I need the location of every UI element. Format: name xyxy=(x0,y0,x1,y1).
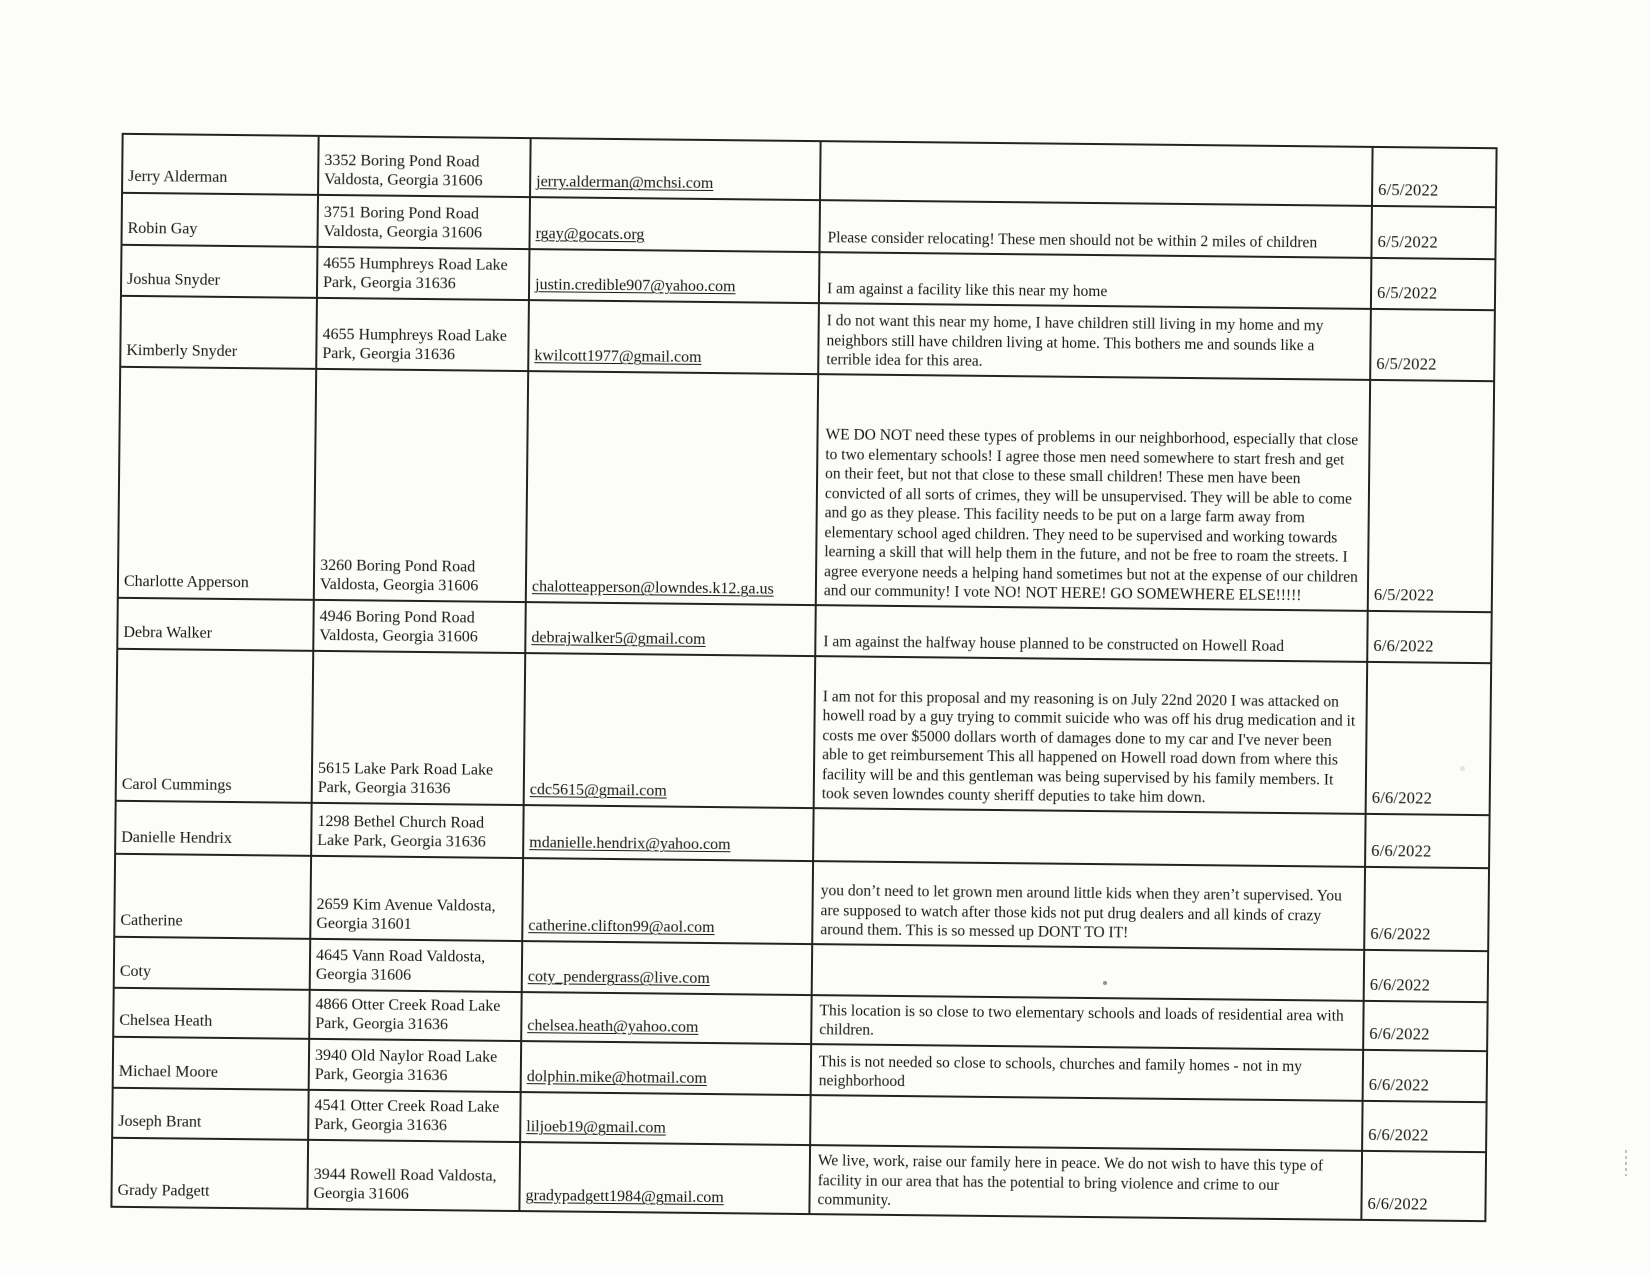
email-link-text: mdanielle.hendrix@yahoo.com xyxy=(529,834,731,854)
cell-date: 6/6/2022 xyxy=(1363,949,1489,1003)
cell-comment: WE DO NOT need these types of problems i… xyxy=(815,374,1371,611)
cell-comment: Please consider relocating! These men sh… xyxy=(819,200,1372,258)
cell-comment: We live, work, raise our family here in … xyxy=(809,1145,1363,1220)
cell-email: kwilcott1977@gmail.com xyxy=(528,300,819,375)
cell-name: Kimberly Snyder xyxy=(120,295,317,369)
cell-address: 4866 Otter Creek Road Lake Park, Georgia… xyxy=(309,989,522,1042)
cell-name: Robin Gay xyxy=(121,192,319,247)
cell-comment xyxy=(819,141,1373,206)
table-row: Charlotte Apperson 3260 Boring Pond Road … xyxy=(117,366,1495,613)
cell-name: Joseph Brant xyxy=(112,1087,309,1140)
email-link-text: chalotteapperson@lowndes.k12.ga.us xyxy=(531,578,774,599)
cell-email: catherine.clifton99@aol.com xyxy=(522,858,814,945)
cell-date: 6/5/2022 xyxy=(1370,308,1495,382)
email-link-text: dolphin.mike@hotmail.com xyxy=(526,1068,707,1088)
email-link-text: coty_pendergrass@live.com xyxy=(527,968,710,988)
cell-name: Carol Cummings xyxy=(115,648,314,803)
cell-date: 6/5/2022 xyxy=(1371,205,1496,260)
cell-email: mdanielle.hendrix@yahoo.com xyxy=(523,805,814,862)
cell-email: liljoeb19@gmail.com xyxy=(520,1092,811,1146)
cell-comment: you don’t need to let grown men around l… xyxy=(812,861,1366,950)
cell-date: 6/6/2022 xyxy=(1364,866,1490,952)
table-row: Catherine 2659 Kim Avenue Valdosta, Georg… xyxy=(114,853,1490,952)
email-link-text: justin.credible907@yahoo.com xyxy=(535,276,736,296)
cell-comment xyxy=(810,1095,1363,1151)
cell-email: justin.credible907@yahoo.com xyxy=(528,249,820,304)
email-link-text: jerry.alderman@mchsi.com xyxy=(536,173,714,193)
cell-comment: This is not needed so close to schools, … xyxy=(810,1044,1364,1101)
email-link-text: rgay@gocats.org xyxy=(535,225,645,244)
cell-comment xyxy=(813,808,1366,867)
cell-date: 6/6/2022 xyxy=(1361,1150,1487,1222)
cell-date: 6/6/2022 xyxy=(1362,1100,1487,1153)
table-row: Grady Padgett 3944 Rowell Road Valdosta, … xyxy=(111,1137,1487,1222)
table-row: Carol Cummings 5615 Lake Park Road Lake P… xyxy=(115,648,1492,816)
email-link-text: chelsea.heath@yahoo.com xyxy=(527,1017,699,1037)
cell-date: 6/6/2022 xyxy=(1362,1049,1488,1103)
cell-email: dolphin.mike@hotmail.com xyxy=(520,1041,812,1096)
cell-name: Charlotte Apperson xyxy=(117,366,317,600)
cell-date: 6/6/2022 xyxy=(1363,1000,1488,1052)
cell-date: 6/6/2022 xyxy=(1365,661,1492,816)
cell-address: 4655 Humphreys Road Lake Park, Georgia 3… xyxy=(316,246,530,301)
cell-name: Catherine xyxy=(114,853,312,939)
cell-email: coty_pendergrass@live.com xyxy=(521,941,813,996)
cell-address: 4655 Humphreys Road Lake Park, Georgia 3… xyxy=(316,297,529,372)
cell-name: Jerry Alderman xyxy=(122,133,319,195)
cell-address: 3260 Boring Pond Road Valdosta, Georgia … xyxy=(313,368,529,603)
cell-date: 6/5/2022 xyxy=(1370,257,1496,311)
email-link-text: liljoeb19@gmail.com xyxy=(526,1118,666,1138)
email-link-text: catherine.clifton99@aol.com xyxy=(528,917,715,937)
cell-address: 1298 Bethel Church Road Lake Park, Georg… xyxy=(311,802,524,859)
cell-date: 6/5/2022 xyxy=(1367,379,1495,613)
email-link-text: kwilcott1977@gmail.com xyxy=(534,347,702,367)
table-body: Jerry Alderman 3352 Boring Pond Road Vald… xyxy=(111,133,1497,1222)
cell-email: gradypadgett1984@gmail.com xyxy=(519,1142,811,1215)
cell-comment: I am against a facility like this near m… xyxy=(818,252,1372,309)
cell-email: rgay@gocats.org xyxy=(529,197,820,253)
cell-address: 3944 Rowell Road Valdosta, Georgia 31606 xyxy=(307,1139,521,1212)
cell-comment: I am against the halfway house planned t… xyxy=(815,605,1368,662)
cell-email: debrajwalker5@gmail.com xyxy=(525,602,816,657)
cell-date: 6/6/2022 xyxy=(1367,610,1492,664)
email-link-text: gradypadgett1984@gmail.com xyxy=(525,1187,724,1207)
cell-address: 3352 Boring Pond Road Valdosta, Georgia … xyxy=(318,135,531,198)
email-link-text: cdc5615@gmail.com xyxy=(529,781,667,801)
cell-address: 2659 Kim Avenue Valdosta, Georgia 31601 xyxy=(310,855,524,942)
cell-email: chalotteapperson@lowndes.k12.ga.us xyxy=(525,371,819,606)
cell-comment xyxy=(811,944,1365,1001)
cell-address: 4946 Boring Pond Road Valdosta, Georgia … xyxy=(313,599,526,654)
cell-name: Joshua Snyder xyxy=(120,244,318,298)
cell-comment: I am not for this proposal and my reason… xyxy=(813,656,1368,814)
cell-name: Grady Padgett xyxy=(111,1137,309,1209)
cell-name: Michael Moore xyxy=(112,1036,310,1090)
cell-name: Danielle Hendrix xyxy=(115,800,312,856)
cell-address: 5615 Lake Park Road Lake Park, Georgia 3… xyxy=(311,650,526,806)
cell-address: 3940 Old Naylor Road Lake Park, Georgia … xyxy=(308,1038,522,1093)
cell-comment: I do not want this near my home, I have … xyxy=(818,303,1371,380)
scan-artifact xyxy=(1460,766,1465,771)
cell-comment: This location is so close to two element… xyxy=(811,995,1364,1050)
cell-email: chelsea.heath@yahoo.com xyxy=(521,992,812,1045)
email-link-text: debrajwalker5@gmail.com xyxy=(531,629,706,649)
cell-address: 4645 Vann Road Valdosta, Georgia 31606 xyxy=(309,938,523,993)
cell-name: Coty xyxy=(113,936,311,990)
public-comments-table: Jerry Alderman 3352 Boring Pond Road Vald… xyxy=(110,133,1497,1222)
cell-address: 3751 Boring Pond Road Valdosta, Georgia … xyxy=(317,194,531,250)
cell-email: cdc5615@gmail.com xyxy=(523,653,816,809)
scan-artifact xyxy=(1625,1150,1627,1176)
cell-date: 6/5/2022 xyxy=(1371,146,1497,208)
cell-name: Chelsea Heath xyxy=(113,987,310,1039)
scan-artifact xyxy=(1103,981,1107,985)
cell-email: jerry.alderman@mchsi.com xyxy=(530,138,821,201)
cell-date: 6/6/2022 xyxy=(1365,813,1490,869)
cell-name: Debra Walker xyxy=(117,597,314,651)
cell-address: 4541 Otter Creek Road Lake Park, Georgia… xyxy=(308,1089,521,1143)
